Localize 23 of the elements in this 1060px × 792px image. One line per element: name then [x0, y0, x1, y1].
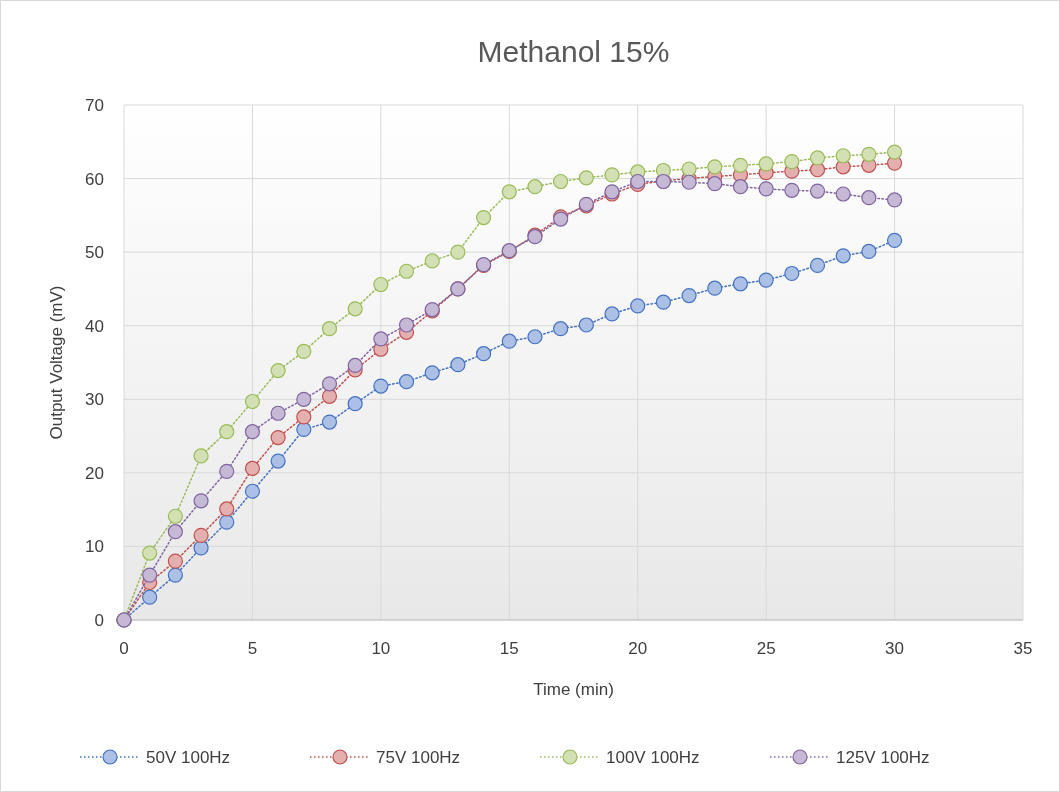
y-tick-label: 50: [85, 243, 104, 263]
legend-label: 125V 100Hz: [836, 748, 930, 767]
x-tick-label: 15: [499, 639, 519, 658]
x-tick-label: 35: [1013, 639, 1033, 658]
x-axis-title: Time (min): [533, 680, 614, 699]
y-tick-label: 0: [94, 611, 104, 630]
y-tick-label: 20: [85, 463, 104, 483]
y-axis-title: Output Voltage (mV): [47, 285, 66, 440]
legend-label: 75V 100Hz: [376, 748, 461, 767]
x-tick-label: 25: [756, 639, 776, 658]
y-tick-label: 60: [85, 169, 104, 189]
chart-title: Methanol 15%: [477, 35, 670, 68]
y-tick-label: 40: [85, 316, 104, 336]
legend-label: 100V 100Hz: [606, 748, 700, 767]
x-tick-label: 30: [885, 639, 905, 658]
x-tick-label: 10: [371, 639, 391, 658]
x-tick-label: 20: [628, 639, 648, 658]
y-tick-label: 10: [85, 537, 104, 557]
legend-label: 50V 100Hz: [146, 748, 231, 767]
y-tick-label: 30: [85, 390, 104, 410]
y-tick-label: 70: [85, 96, 104, 115]
x-tick-label: 5: [247, 639, 258, 658]
x-tick-label: 0: [119, 639, 129, 658]
